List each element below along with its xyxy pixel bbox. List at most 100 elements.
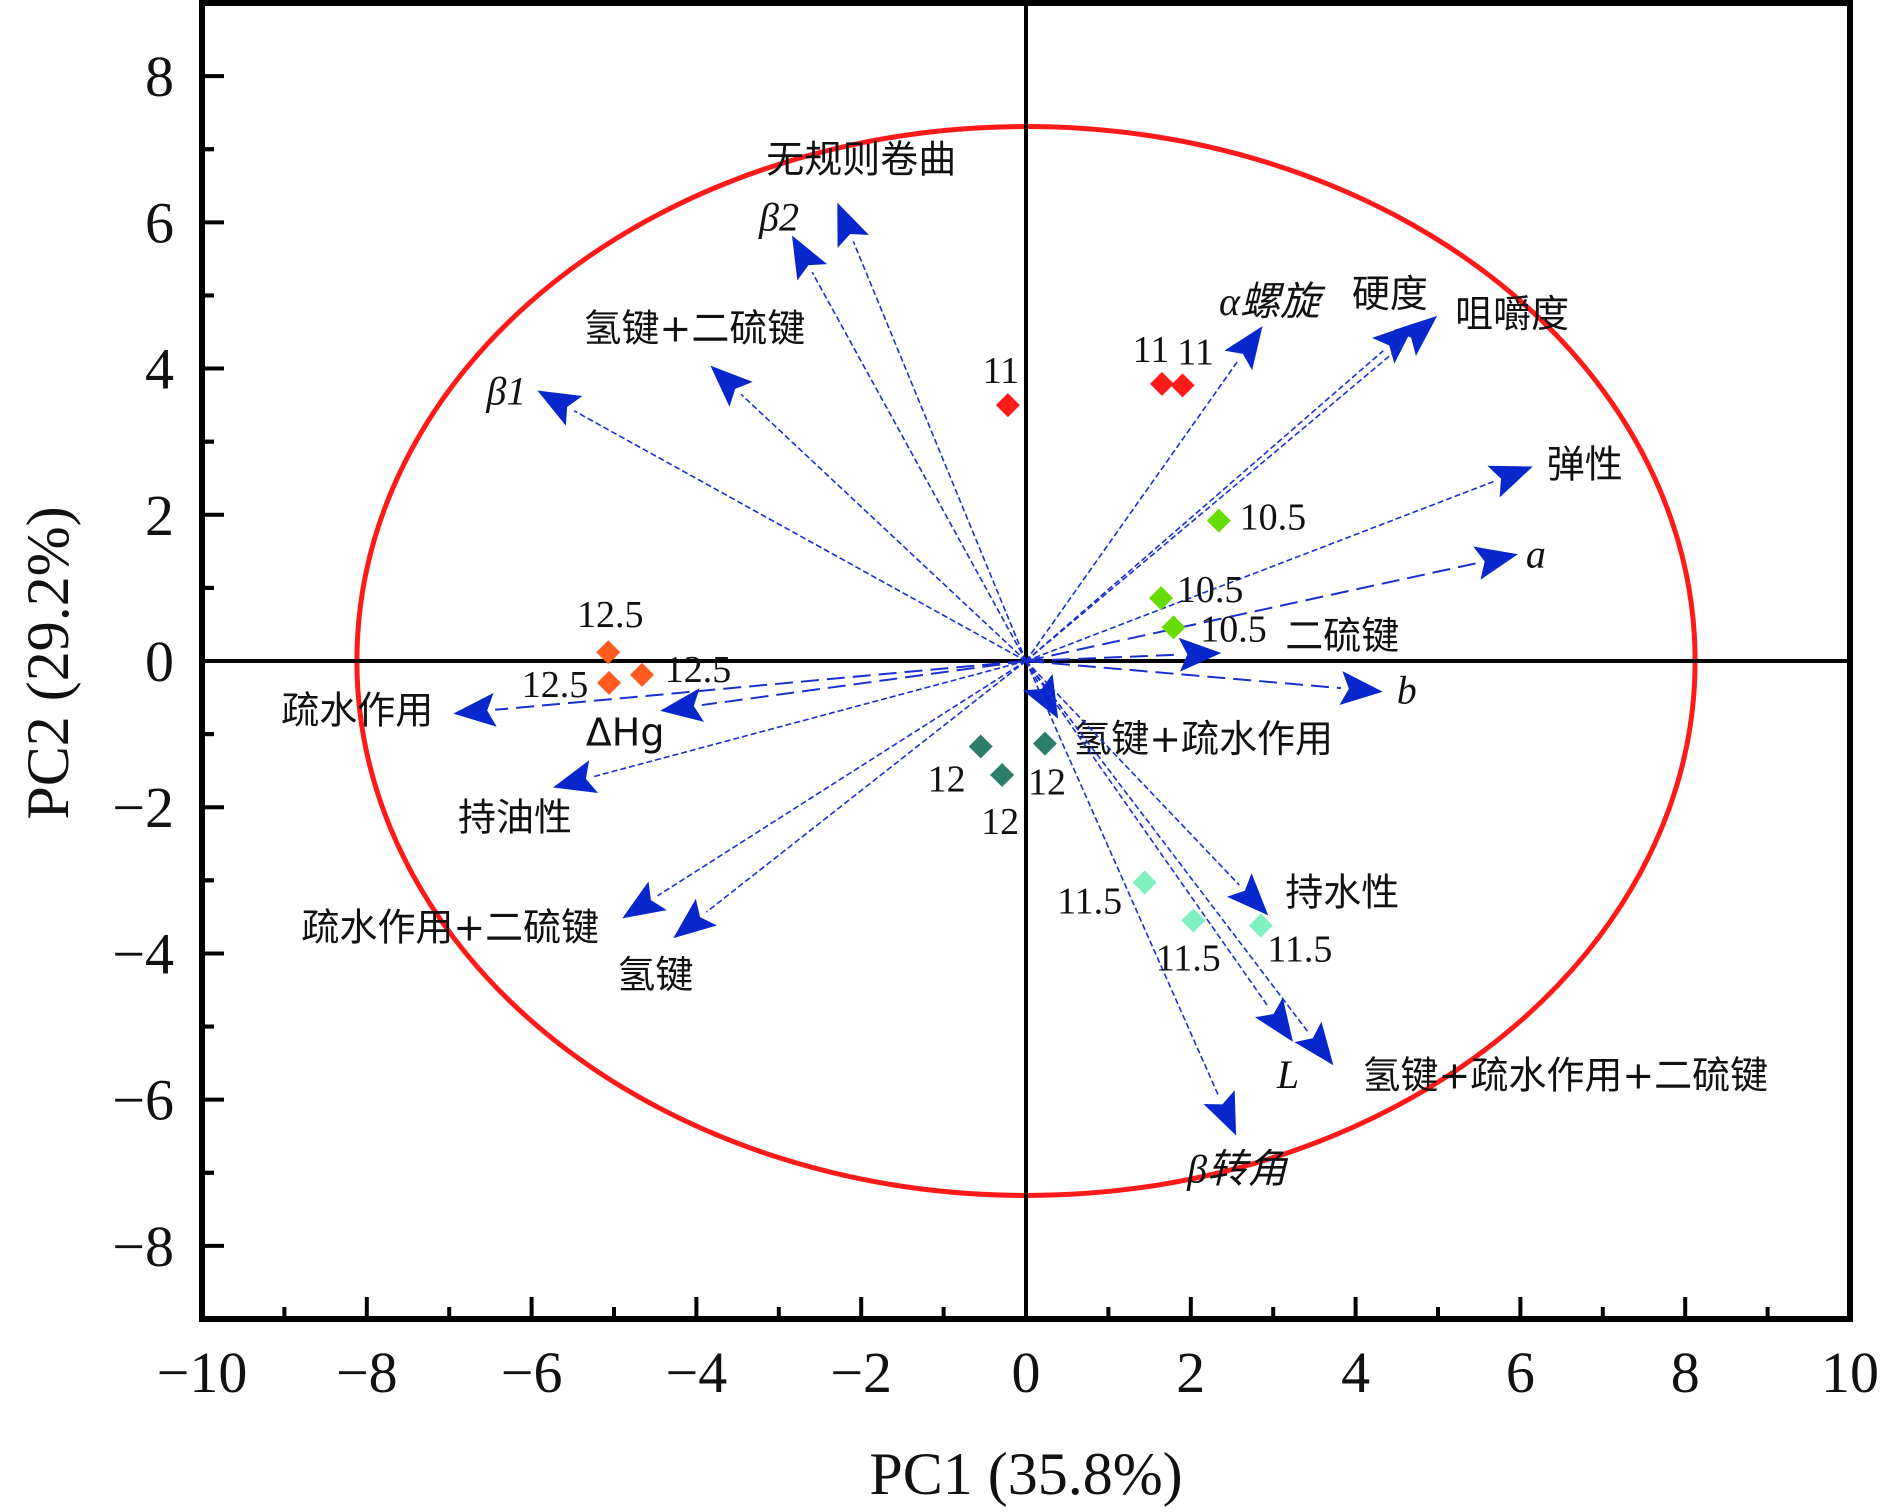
loading-vector: 二硫键: [1025, 614, 1399, 672]
point-label: 12: [928, 759, 966, 801]
arrowhead: [537, 390, 583, 426]
point-label: 11.5: [1156, 938, 1221, 980]
loading-vector: 持油性: [458, 660, 1027, 839]
series-11-5: 11.5 11.5 11.5: [1057, 870, 1332, 980]
arrowhead: [1394, 315, 1438, 356]
arrowhead: [1294, 1021, 1334, 1066]
loading-label: β转角: [1186, 1146, 1289, 1191]
loading-label: β2: [758, 194, 799, 239]
loading-line: [1025, 350, 1384, 662]
loading-vector: 氢键: [617, 660, 1027, 997]
arrowhead: [837, 202, 870, 248]
point-label: 11.5: [1267, 929, 1332, 971]
loading-label: 弹性: [1547, 443, 1623, 487]
arrowhead: [1178, 637, 1222, 672]
arrowhead: [1339, 671, 1383, 706]
loading-label: 硬度: [1352, 272, 1428, 316]
loading-label: 二硫键: [1285, 614, 1399, 658]
loading-label: 无规则卷曲: [766, 138, 956, 182]
point-label: 12.5: [577, 594, 644, 636]
loading-line: [573, 410, 1027, 662]
x-tick-label: −8: [336, 1340, 398, 1405]
point-label: 11: [1133, 329, 1170, 371]
arrowhead: [710, 365, 753, 407]
x-tick-label: 0: [1012, 1340, 1041, 1405]
loading-label: ΔHg: [586, 711, 665, 755]
data-point: [1170, 373, 1195, 398]
series-12-5: 12.5 12.5 12.5: [522, 594, 731, 706]
y-tick-label: −6: [112, 1068, 174, 1133]
y-tick-label: −2: [112, 775, 174, 840]
loading-line: [1025, 660, 1270, 1008]
loading-line: [1025, 660, 1342, 690]
point-label: 10.5: [1240, 497, 1307, 539]
point-label: 12: [1028, 762, 1066, 804]
y-tick-label: −4: [112, 921, 174, 986]
point-label: 12: [981, 801, 1019, 843]
loading-vector: 弹性: [1025, 443, 1623, 662]
data-point: [1248, 913, 1273, 938]
arrowhead: [453, 692, 497, 727]
point-label: 11: [1177, 331, 1214, 373]
y-axis-title: PC2 (29.2%): [15, 506, 81, 819]
arrowhead: [1022, 673, 1059, 719]
loading-label: 氢键: [617, 953, 693, 997]
series-10-5: 10.510.510.5: [1149, 497, 1307, 650]
x-tick-label: −2: [830, 1340, 892, 1405]
loading-line: [1025, 660, 1240, 886]
x-tick-label: 10: [1821, 1340, 1879, 1405]
arrowhead: [622, 881, 667, 919]
point-label: 10.5: [1200, 608, 1267, 650]
data-point: [1161, 615, 1186, 640]
data-point: [1149, 586, 1174, 611]
data-point: [1206, 508, 1231, 533]
loading-vector: 硬度: [1025, 272, 1428, 662]
point-label: 11.5: [1057, 881, 1122, 923]
data-point: [995, 393, 1020, 418]
loading-line: [852, 241, 1027, 662]
point-label: 12.5: [665, 649, 732, 691]
loading-line: [657, 660, 1027, 897]
arrowhead: [673, 898, 717, 939]
y-tick-label: 6: [145, 190, 174, 255]
loading-vector: 无规则卷曲: [766, 138, 1027, 662]
loading-label: 持油性: [458, 795, 572, 839]
data-point: [1149, 371, 1174, 396]
arrowhead: [1473, 546, 1518, 580]
data-point: [630, 662, 655, 687]
loading-label: a: [1526, 531, 1546, 576]
x-tick-label: −10: [157, 1340, 248, 1405]
y-tick-label: 4: [145, 337, 174, 402]
loading-line: [495, 660, 1027, 711]
loading-line: [1025, 480, 1494, 662]
point-label: 11: [983, 350, 1020, 392]
loading-label: b: [1397, 668, 1417, 713]
data-point: [990, 763, 1015, 788]
loading-label: 氢键+疏水作用: [1073, 717, 1333, 761]
arrowhead: [1224, 326, 1263, 371]
y-tick-label: −8: [112, 1214, 174, 1279]
data-point: [597, 670, 622, 695]
loading-label: 氢键+疏水作用+二硫键: [1363, 1053, 1769, 1097]
loading-vector: 氢键+二硫键: [583, 307, 1027, 662]
x-tick-label: 4: [1341, 1340, 1370, 1405]
loading-line: [1025, 342, 1406, 662]
loading-vector: b: [1025, 660, 1417, 713]
loading-line: [811, 271, 1027, 662]
y-tick-label: 8: [145, 44, 174, 109]
loading-vector: β转角: [1025, 660, 1289, 1191]
loading-vector: β2: [758, 194, 1027, 662]
loading-vector: 氢键+疏水作用: [1022, 660, 1333, 761]
loading-label: 氢键+二硫键: [583, 307, 805, 351]
loading-line: [1025, 359, 1239, 662]
arrowhead: [1487, 465, 1533, 498]
loading-vector: 咀嚼度: [1025, 292, 1569, 662]
loading-line: [1025, 660, 1309, 1033]
loading-vector: L: [1025, 660, 1299, 1097]
loading-label: L: [1276, 1052, 1299, 1097]
arrowhead: [1226, 873, 1269, 916]
loading-label: 疏水作用: [281, 689, 433, 733]
